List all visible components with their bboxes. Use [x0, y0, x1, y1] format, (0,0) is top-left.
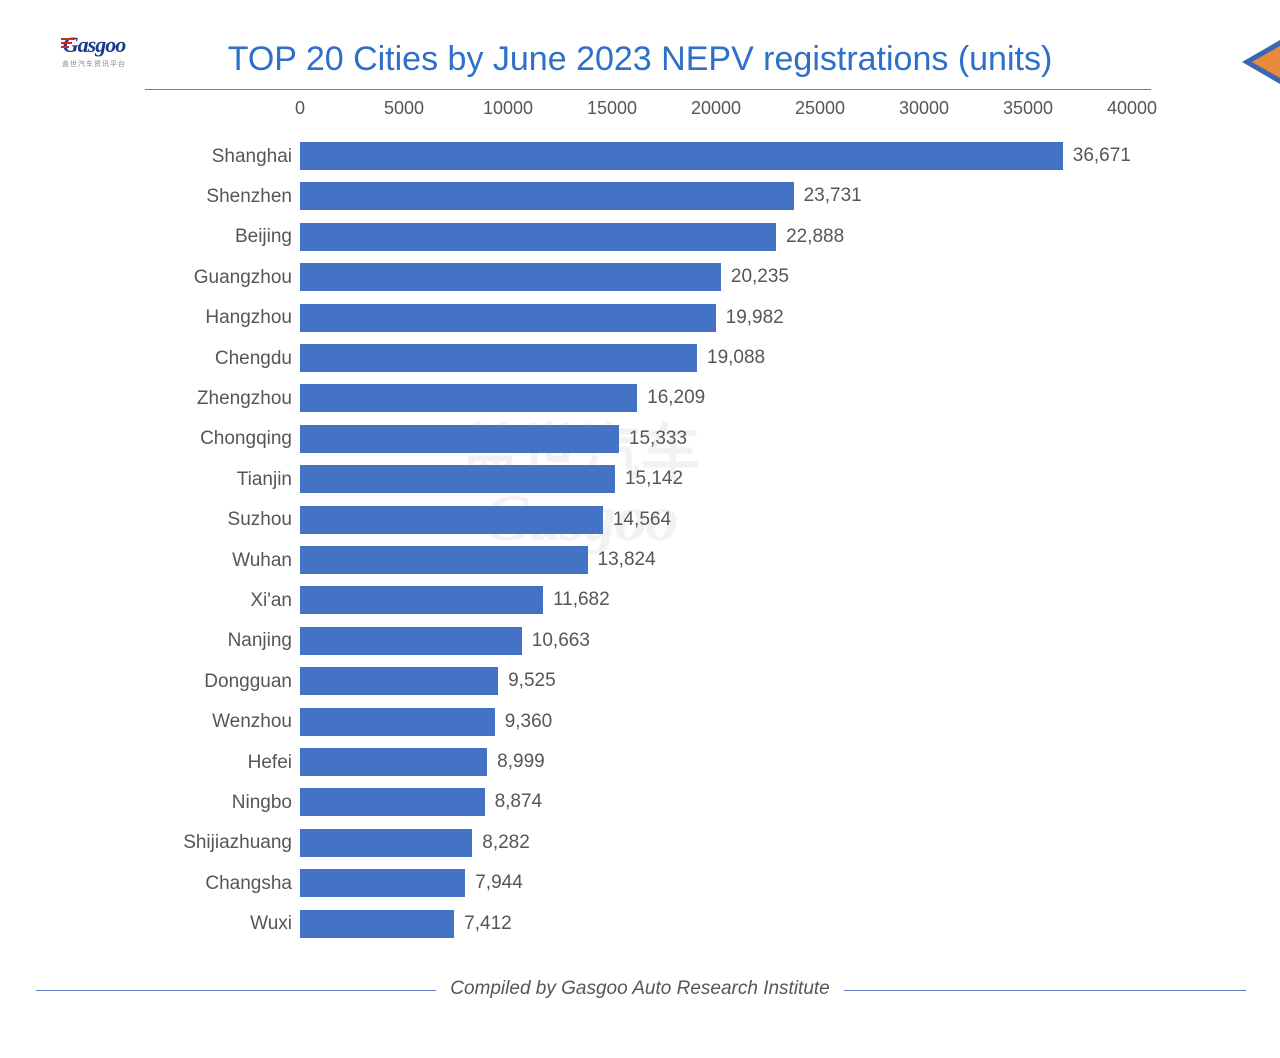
- bar-value-label: 7,944: [465, 872, 523, 894]
- bar: 36,671: [300, 142, 1063, 170]
- plot-area: 36,67123,73122,88820,23519,98219,08816,2…: [300, 128, 1132, 948]
- x-tick-label: 5000: [384, 98, 424, 119]
- y-category-label: Tianjin: [0, 470, 292, 489]
- bar-value-label: 19,982: [716, 307, 784, 329]
- y-axis-labels: Shanghai Shenzhen Beijing Guangzhou Hangzhou…: [0, 128, 292, 948]
- x-tick-label: 40000: [1107, 98, 1157, 119]
- y-category-label: Changsha: [0, 874, 292, 893]
- chart-title: TOP 20 Cities by June 2023 NEPV registra…: [0, 40, 1280, 79]
- y-category-label: Beijing: [0, 227, 292, 246]
- bar: 8,874: [300, 788, 485, 816]
- bar: 14,564: [300, 506, 603, 534]
- y-category-label: Shenzhen: [0, 187, 292, 206]
- y-category-label: Hangzhou: [0, 308, 292, 327]
- bar-value-label: 14,564: [603, 509, 671, 531]
- bar: 8,999: [300, 748, 487, 776]
- y-category-label: Dongguan: [0, 672, 292, 691]
- bar-value-label: 7,412: [454, 913, 512, 935]
- x-tick-label: 10000: [483, 98, 533, 119]
- x-tick-label: 20000: [691, 98, 741, 119]
- bar: 9,360: [300, 708, 495, 736]
- x-axis-ticks: 0500010000150002000025000300003500040000: [300, 98, 1132, 122]
- y-category-label: Chongqing: [0, 429, 292, 448]
- bar: 16,209: [300, 384, 637, 412]
- bar-value-label: 20,235: [721, 266, 789, 288]
- x-tick-label: 35000: [1003, 98, 1053, 119]
- bar: 15,142: [300, 465, 615, 493]
- bar: 9,525: [300, 667, 498, 695]
- bar-value-label: 15,142: [615, 468, 683, 490]
- x-tick-label: 0: [295, 98, 305, 119]
- x-tick-label: 30000: [899, 98, 949, 119]
- y-category-label: Zhengzhou: [0, 389, 292, 408]
- bar-value-label: 9,360: [495, 711, 553, 733]
- bar-value-label: 23,731: [794, 185, 862, 207]
- bar: 11,682: [300, 586, 543, 614]
- bar-value-label: 15,333: [619, 428, 687, 450]
- x-tick-label: 25000: [795, 98, 845, 119]
- y-category-label: Shanghai: [0, 147, 292, 166]
- bar-value-label: 36,671: [1063, 145, 1131, 167]
- x-tick-label: 15000: [587, 98, 637, 119]
- bar-value-label: 13,824: [588, 549, 656, 571]
- y-category-label: Ningbo: [0, 793, 292, 812]
- bar-value-label: 8,874: [485, 791, 543, 813]
- y-category-label: Guangzhou: [0, 268, 292, 287]
- bar: 23,731: [300, 182, 794, 210]
- chart-top-border: [145, 89, 1151, 90]
- y-category-label: Shijiazhuang: [0, 833, 292, 852]
- bar-value-label: 16,209: [637, 387, 705, 409]
- bar-value-label: 9,525: [498, 670, 556, 692]
- y-category-label: Chengdu: [0, 349, 292, 368]
- bar: 10,663: [300, 627, 522, 655]
- bar-value-label: 10,663: [522, 630, 590, 652]
- y-category-label: Nanjing: [0, 631, 292, 650]
- y-category-label: Wuhan: [0, 551, 292, 570]
- y-category-label: Wuxi: [0, 914, 292, 933]
- bar: 19,982: [300, 304, 716, 332]
- bar: 8,282: [300, 829, 472, 857]
- bar: 22,888: [300, 223, 776, 251]
- bar: 13,824: [300, 546, 588, 574]
- bar-value-label: 8,282: [472, 832, 530, 854]
- y-category-label: Wenzhou: [0, 712, 292, 731]
- footer-text: Compiled by Gasgoo Auto Research Institu…: [436, 978, 844, 999]
- bar: 7,944: [300, 869, 465, 897]
- footer-caption: Compiled by Gasgoo Auto Research Institu…: [0, 978, 1280, 1000]
- y-category-label: Xi'an: [0, 591, 292, 610]
- bar: 20,235: [300, 263, 721, 291]
- bar: 15,333: [300, 425, 619, 453]
- bar-value-label: 19,088: [697, 347, 765, 369]
- y-category-label: Suzhou: [0, 510, 292, 529]
- bar: 19,088: [300, 344, 697, 372]
- bar: 7,412: [300, 910, 454, 938]
- bar-value-label: 22,888: [776, 226, 844, 248]
- bar-value-label: 11,682: [543, 589, 610, 611]
- page: Gasgoo 盖世汽车资讯平台 TOP 20 Cities by June 20…: [0, 0, 1280, 1058]
- y-category-label: Hefei: [0, 753, 292, 772]
- bar-value-label: 8,999: [487, 751, 545, 773]
